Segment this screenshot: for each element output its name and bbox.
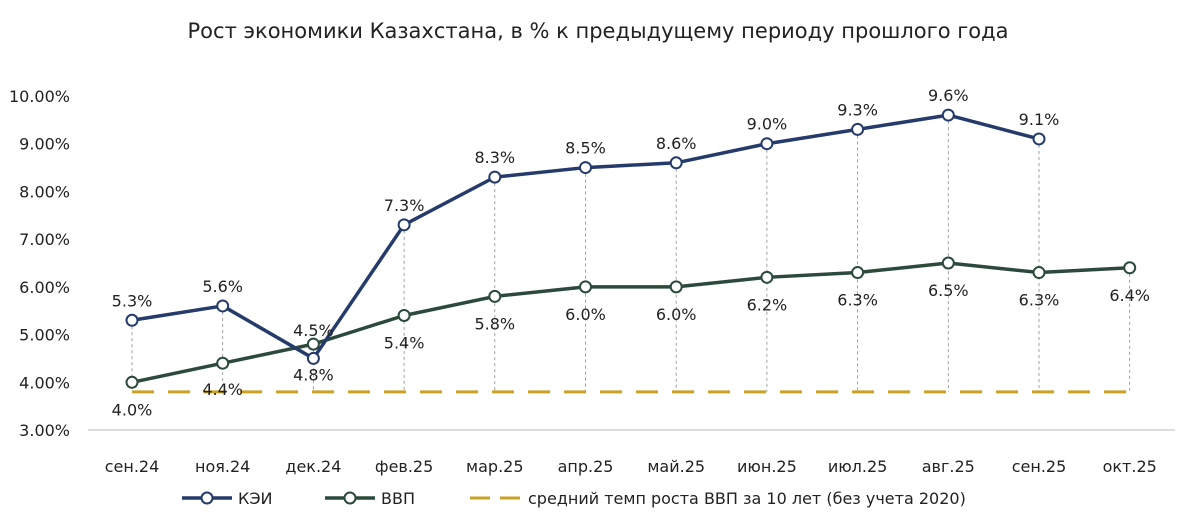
gdp-point bbox=[216, 356, 230, 370]
gdp-data-label: 5.4% bbox=[384, 333, 425, 352]
gdp-data-label: 6.0% bbox=[656, 305, 697, 324]
kei-point bbox=[306, 351, 320, 365]
legend-kei-marker bbox=[200, 491, 214, 505]
kei-data-label: 4.5% bbox=[293, 321, 334, 340]
x-tick-label: сен.25 bbox=[1012, 457, 1067, 476]
x-tick-label: авг.25 bbox=[922, 457, 975, 476]
kei-point bbox=[1032, 132, 1046, 146]
gdp-point bbox=[579, 280, 592, 294]
gdp-data-label: 6.5% bbox=[928, 281, 969, 300]
gdp-line bbox=[131, 261, 1130, 384]
kei-data-label: 9.0% bbox=[747, 115, 788, 134]
kei-data-label: 9.3% bbox=[837, 100, 878, 119]
x-tick-label: мар.25 bbox=[466, 457, 523, 476]
y-tick-label: 9.00% bbox=[19, 135, 70, 154]
kei-point bbox=[397, 218, 411, 232]
kei-data-label: 5.6% bbox=[202, 277, 243, 296]
gdp-point bbox=[397, 308, 411, 322]
x-tick-label: сен.24 bbox=[105, 457, 160, 476]
gdp-point bbox=[669, 280, 683, 294]
y-tick-label: 10.00% bbox=[9, 87, 70, 106]
kei-point bbox=[669, 156, 683, 170]
y-tick-label: 6.00% bbox=[19, 278, 70, 297]
gdp-data-label: 6.3% bbox=[1019, 291, 1060, 310]
gdp-data-label: 5.8% bbox=[474, 314, 515, 333]
legend-kei-label: КЭИ bbox=[238, 489, 273, 508]
y-tick-label: 5.00% bbox=[19, 326, 70, 345]
x-tick-label: апр.25 bbox=[558, 457, 614, 476]
y-tick-label: 7.00% bbox=[19, 230, 70, 249]
kei-point bbox=[216, 299, 230, 313]
y-tick-label: 3.00% bbox=[19, 421, 70, 440]
gdp-data-label: 4.4% bbox=[202, 380, 243, 399]
gdp-point bbox=[1123, 261, 1137, 275]
x-tick-label: ноя.24 bbox=[195, 457, 250, 476]
gdp-point bbox=[941, 256, 955, 270]
x-tick-label: июн.25 bbox=[737, 457, 797, 476]
gdp-point bbox=[1032, 266, 1046, 280]
kei-point bbox=[760, 137, 774, 151]
gdp-data-label: 6.2% bbox=[747, 295, 788, 314]
gdp-data-label: 4.8% bbox=[293, 365, 334, 384]
kei-point bbox=[488, 170, 502, 184]
kei-point bbox=[851, 122, 865, 136]
x-tick-label: июл.25 bbox=[828, 457, 888, 476]
gdp-data-label: 4.0% bbox=[112, 400, 153, 419]
y-tick-label: 8.00% bbox=[19, 182, 70, 201]
y-tick-label: 4.00% bbox=[19, 373, 70, 392]
kei-data-label: 9.6% bbox=[928, 86, 969, 105]
kei-data-label: 5.3% bbox=[112, 291, 153, 310]
gdp-point bbox=[488, 289, 502, 303]
legend-avg-label: средний темп роста ВВП за 10 лет (без уч… bbox=[528, 489, 966, 508]
kei-point bbox=[579, 161, 592, 175]
kei-data-label: 8.5% bbox=[565, 139, 606, 158]
gdp-point bbox=[306, 337, 320, 351]
legend-gdp-label: ВВП bbox=[381, 489, 415, 508]
gdp-data-label: 6.0% bbox=[565, 305, 606, 324]
chart-title: Рост экономики Казахстана, в % к предыду… bbox=[188, 19, 1009, 43]
kei-point bbox=[125, 313, 139, 327]
x-tick-label: фев.25 bbox=[375, 457, 433, 476]
kei-data-label: 9.1% bbox=[1019, 110, 1060, 129]
gdp-data-label: 6.3% bbox=[837, 291, 878, 310]
kei-data-label: 8.3% bbox=[474, 148, 515, 167]
gdp-point bbox=[851, 266, 865, 280]
kei-data-label: 8.6% bbox=[656, 134, 697, 153]
kei-point bbox=[941, 108, 955, 122]
x-tick-label: май.25 bbox=[647, 457, 705, 476]
gdp-point bbox=[760, 270, 774, 284]
legend-gdp-marker bbox=[343, 491, 357, 505]
gdp-point bbox=[125, 375, 139, 389]
x-tick-label: дек.24 bbox=[285, 457, 341, 476]
kei-data-label: 7.3% bbox=[384, 196, 425, 215]
x-tick-label: окт.25 bbox=[1103, 457, 1157, 476]
gdp-data-label: 6.4% bbox=[1109, 286, 1150, 305]
